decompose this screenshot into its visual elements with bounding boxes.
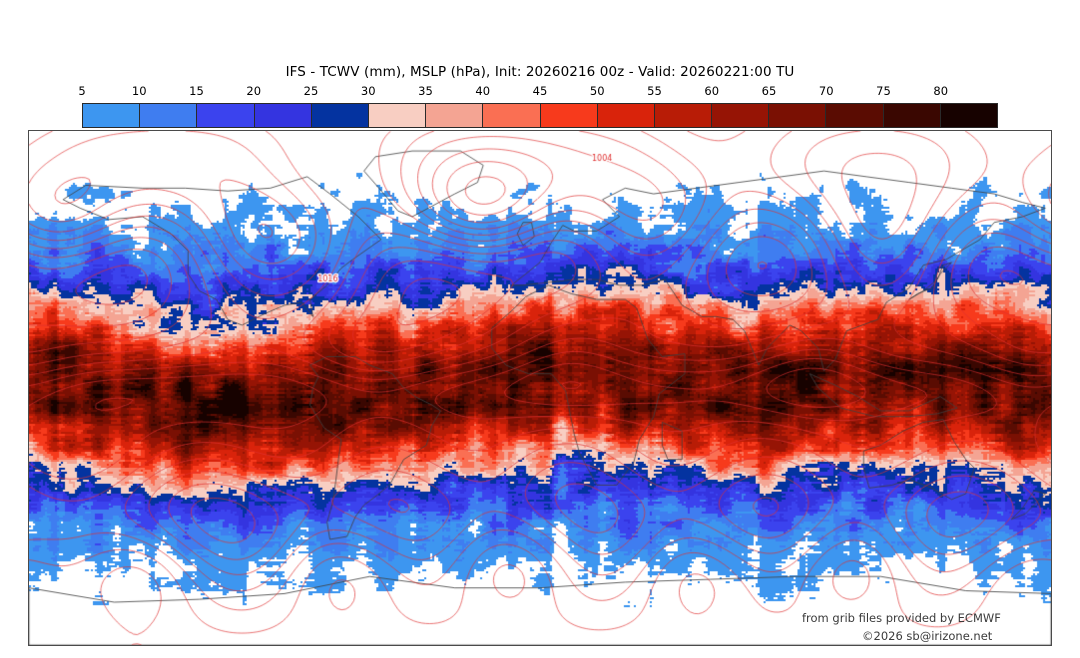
colorbar-tick-label: 40 [475,84,491,98]
colorbar-tick-label: 35 [418,84,433,98]
colorbar-swatch [368,104,427,127]
colorbar: 5 10 15 20 25 30 35 40 45 50 55 60 65 70 75 80 [78,84,998,129]
tcwv-mslp-map[interactable] [29,131,1051,645]
attribution-source: from grib files provided by ECMWF [802,611,1001,625]
colorbar-swatch [712,104,770,127]
colorbar-swatches [82,103,998,128]
map-panel[interactable] [28,130,1052,646]
colorbar-swatch [254,104,312,127]
colorbar-swatch [769,104,827,127]
colorbar-swatch [883,104,941,127]
colorbar-tick-label: 75 [876,84,891,98]
colorbar-tick-label: 25 [303,84,319,98]
colorbar-tick-label: 70 [818,84,834,98]
colorbar-tick-labels: 5 10 15 20 25 30 35 40 45 50 55 60 65 70 75 80 [78,84,998,102]
colorbar-swatch [197,104,255,127]
colorbar-tick-label: 60 [704,84,720,98]
colorbar-swatch [311,104,369,127]
colorbar-tick-label: 45 [532,84,548,98]
colorbar-swatch [540,104,598,127]
colorbar-tick-label: 80 [933,84,949,98]
colorbar-tick-label: 20 [246,84,262,98]
colorbar-tick-label: 5 [78,84,86,98]
colorbar-swatch [597,104,655,127]
colorbar-tick-label: 65 [761,84,777,98]
colorbar-swatch [426,104,484,127]
colorbar-swatch [140,104,198,127]
colorbar-tick-label: 15 [189,84,204,98]
colorbar-tick-label: 10 [131,84,147,98]
colorbar-tick-label: 50 [589,84,605,98]
colorbar-swatch [483,104,541,127]
colorbar-tick-label: 30 [360,84,376,98]
colorbar-tick-label: 55 [647,84,662,98]
colorbar-swatch [654,104,713,127]
colorbar-swatch [83,104,141,127]
page-title: IFS - TCWV (mm), MSLP (hPa), Init: 20260… [285,64,795,80]
colorbar-swatch [940,104,997,127]
colorbar-swatch [826,104,884,127]
attribution-copyright: ©2026 sb@irizone.net [862,629,993,643]
